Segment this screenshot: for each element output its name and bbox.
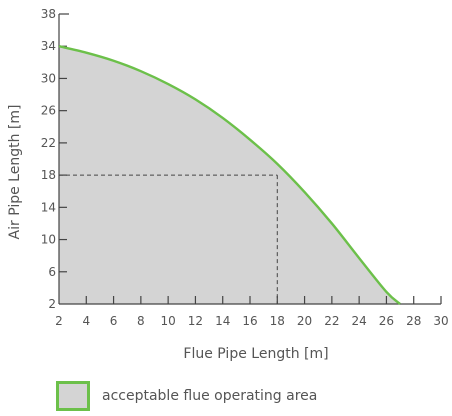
y-tick-label: 6 bbox=[48, 265, 56, 279]
x-tick-label: 8 bbox=[137, 314, 145, 328]
x-tick-label: 16 bbox=[242, 314, 257, 328]
x-tick-label: 12 bbox=[188, 314, 203, 328]
legend-label: acceptable flue operating area bbox=[102, 388, 318, 404]
x-tick-label: 10 bbox=[161, 314, 176, 328]
x-tick-label: 14 bbox=[215, 314, 230, 328]
x-tick-label: 26 bbox=[379, 314, 394, 328]
legend: acceptable flue operating area bbox=[56, 381, 317, 411]
y-tick-label: 30 bbox=[41, 71, 56, 85]
x-tick-label: 22 bbox=[324, 314, 339, 328]
x-axis-title: Flue Pipe Length [m] bbox=[183, 346, 328, 362]
y-tick-label: 18 bbox=[41, 168, 56, 182]
x-tick-label: 24 bbox=[352, 314, 367, 328]
x-tick-label: 20 bbox=[297, 314, 312, 328]
y-tick-label: 14 bbox=[41, 200, 56, 214]
x-tick-label: 30 bbox=[433, 314, 448, 328]
y-tick-label: 34 bbox=[41, 39, 56, 53]
y-tick-label: 38 bbox=[41, 7, 56, 21]
y-tick-label: 2 bbox=[48, 297, 56, 311]
y-tick-label: 10 bbox=[41, 233, 56, 247]
y-tick-label: 26 bbox=[41, 104, 56, 118]
y-axis-title: Air Pipe Length [m] bbox=[7, 105, 23, 240]
y-tick-label: 22 bbox=[41, 136, 56, 150]
chart-canvas: 2 4 6 8 10 12 14 16 18 20 22 24 26 28 3026101418222630… bbox=[7, 7, 449, 362]
operating-area-boundary bbox=[58, 45, 401, 305]
x-tick-label: 4 bbox=[82, 314, 90, 328]
x-tick-label: 28 bbox=[406, 314, 421, 328]
x-tick-label: 18 bbox=[270, 314, 285, 328]
x-tick-label: 2 bbox=[55, 314, 63, 328]
x-tick-label: 6 bbox=[110, 314, 118, 328]
legend-swatch bbox=[56, 381, 90, 411]
